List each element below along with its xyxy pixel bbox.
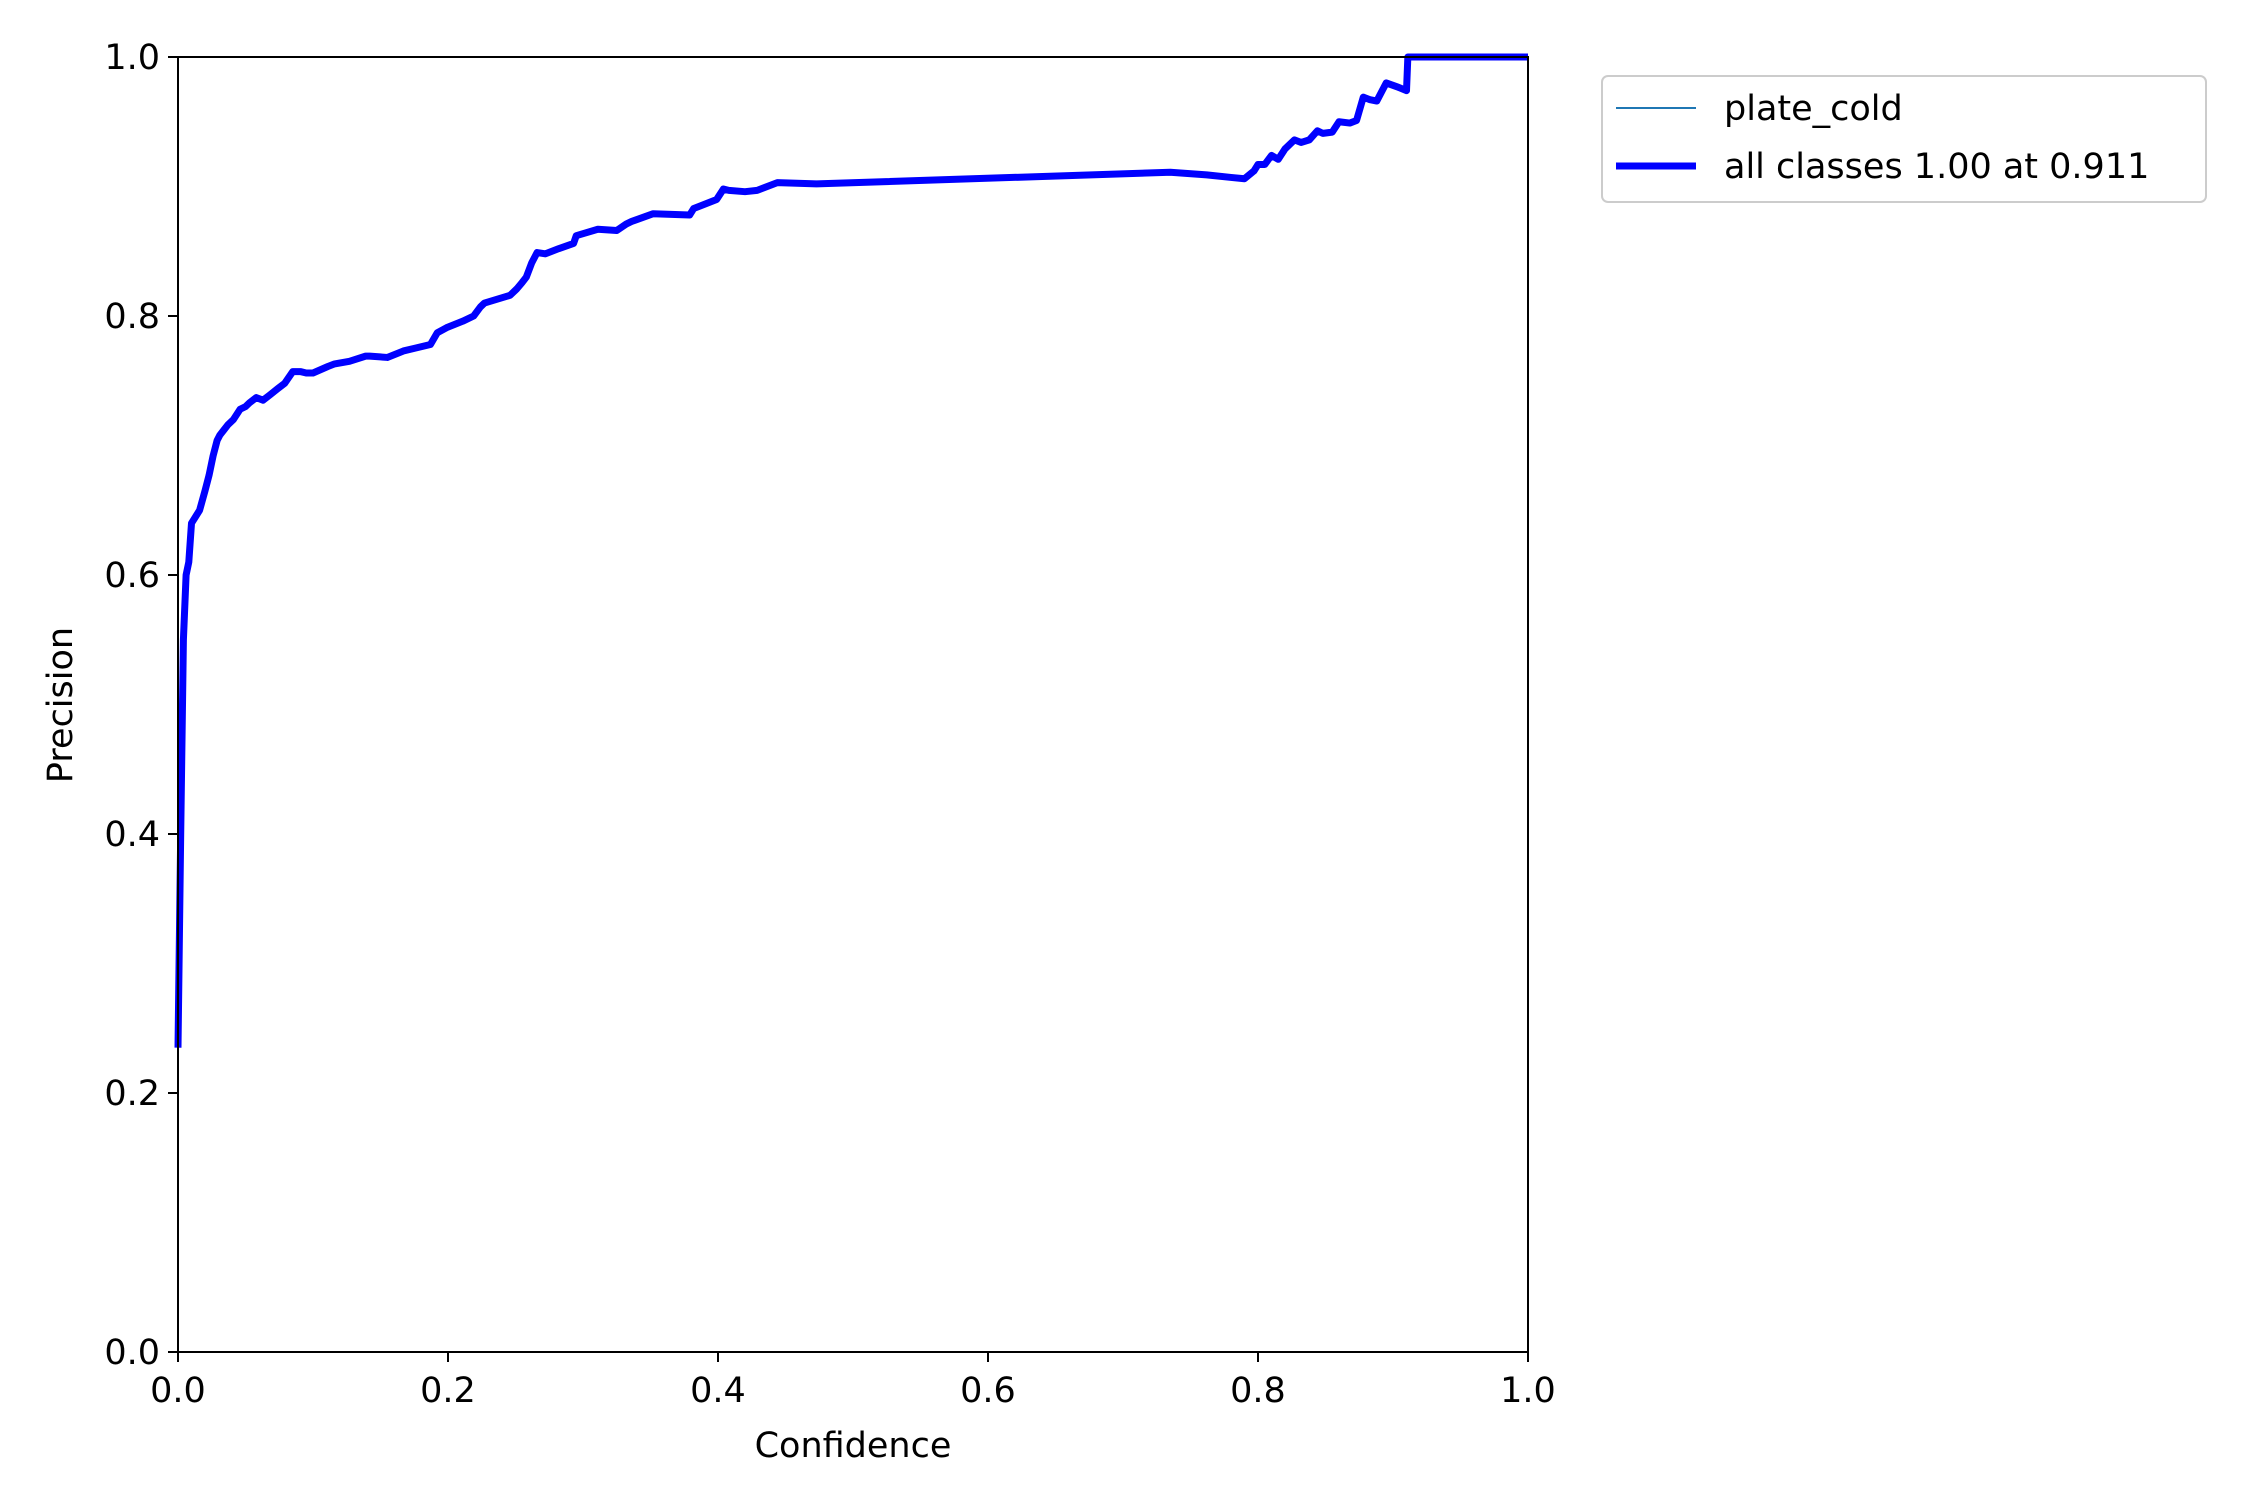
y-axis-label: Precision bbox=[41, 627, 81, 783]
y-tick-label: 0.4 bbox=[104, 815, 160, 855]
y-tick-label: 1.0 bbox=[104, 38, 160, 78]
y-tick-label: 0.8 bbox=[104, 297, 160, 337]
y-tick-label: 0.2 bbox=[104, 1074, 160, 1114]
plot-frame bbox=[177, 56, 1529, 1353]
legend-box bbox=[1601, 75, 2207, 203]
y-tick-label: 0.0 bbox=[104, 1333, 160, 1373]
x-tick-label: 0.0 bbox=[150, 1371, 206, 1411]
y-axis: 0.0 0.2 0.4 0.6 0.8 1.0 bbox=[104, 38, 178, 1373]
x-tick-label: 0.2 bbox=[420, 1371, 476, 1411]
y-tick-label: 0.6 bbox=[104, 556, 160, 596]
x-tick-label: 0.4 bbox=[690, 1371, 746, 1411]
legend: plate_cold all classes 1.00 at 0.911 bbox=[1601, 75, 2207, 203]
x-tick-label: 1.0 bbox=[1500, 1371, 1556, 1411]
x-axis-label: Confidence bbox=[755, 1426, 952, 1466]
legend-label-all-classes: all classes 1.00 at 0.911 bbox=[1724, 147, 2149, 187]
x-tick-label: 0.8 bbox=[1230, 1371, 1286, 1411]
series-line-all-classes bbox=[174, 53, 1528, 1048]
legend-label-plate-cold: plate_cold bbox=[1724, 89, 1903, 129]
x-tick-label: 0.6 bbox=[960, 1371, 1016, 1411]
series-layer bbox=[174, 53, 1528, 1048]
x-axis: 0.0 0.2 0.4 0.6 0.8 1.0 bbox=[150, 1352, 1556, 1411]
